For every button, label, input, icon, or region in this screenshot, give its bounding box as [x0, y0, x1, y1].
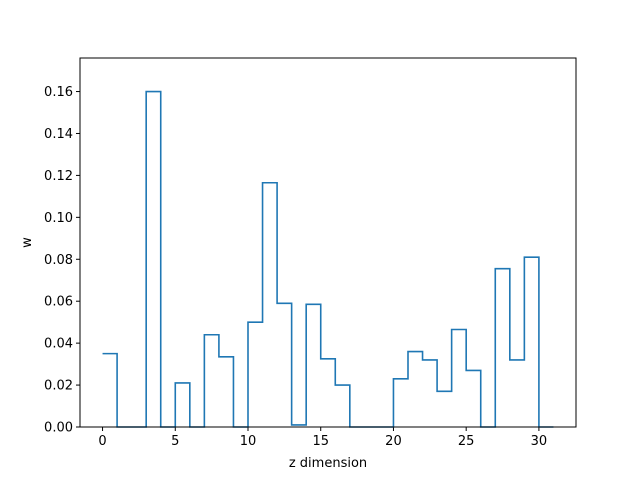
x-tick-label: 15 [312, 434, 329, 449]
x-tick-label: 30 [531, 434, 548, 449]
y-tick-label: 0.06 [44, 295, 73, 310]
y-tick-label: 0.00 [44, 421, 73, 436]
bin-bar [452, 330, 467, 427]
y-tick-label: 0.14 [44, 127, 73, 142]
y-tick-label: 0.02 [44, 379, 73, 394]
bin-bar [248, 322, 263, 427]
bin-bar [103, 354, 118, 427]
y-axis-title: w [20, 237, 35, 248]
plot-frame [79, 57, 577, 428]
bin-bar [306, 304, 321, 427]
bin-bar [219, 357, 234, 427]
y-tick-label: 0.16 [44, 85, 73, 100]
bin-bar [423, 360, 438, 427]
bin-bar [510, 360, 525, 427]
bin-bar [263, 183, 278, 427]
x-tick-label: 25 [458, 434, 475, 449]
series-layer [102, 90, 554, 428]
bin-bar [204, 335, 219, 427]
y-tick-label: 0.04 [44, 337, 73, 352]
y-tick-label: 0.10 [44, 211, 73, 226]
bin-bar [335, 385, 350, 427]
bin-bar [524, 257, 539, 427]
y-tick-label: 0.08 [44, 253, 73, 268]
ticks-layer: 0 5 10 15 20 25 30 0.00 0.02 0.04 0.06 0.08 0.10 0.12… [44, 85, 547, 449]
bin-bar [437, 391, 452, 427]
x-tick-label: 0 [98, 434, 106, 449]
bin-bar [495, 269, 510, 427]
bin-bar [146, 92, 161, 427]
x-tick-label: 5 [171, 434, 179, 449]
bin-bar [393, 379, 408, 427]
bin-bar [466, 370, 481, 427]
bin-bar [408, 352, 423, 427]
bin-bar [175, 383, 190, 427]
x-tick-label: 20 [385, 434, 402, 449]
x-tick-label: 10 [240, 434, 257, 449]
bin-bar [277, 303, 292, 427]
bin-bar [321, 359, 336, 427]
y-tick-label: 0.12 [44, 169, 73, 184]
series-step-line [102, 90, 554, 428]
x-axis-title: z dimension [289, 456, 367, 471]
